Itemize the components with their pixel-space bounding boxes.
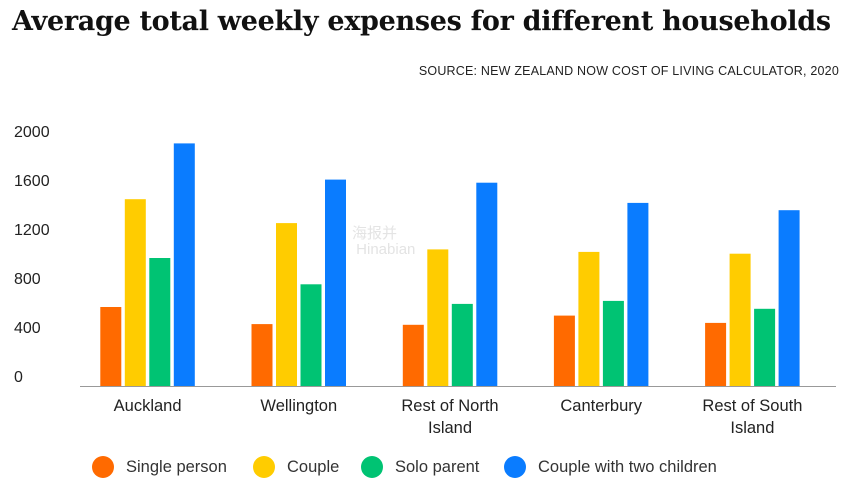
x-category-label: Island (730, 419, 774, 437)
y-tick-label: 800 (14, 271, 41, 288)
legend-item: Single person (92, 456, 227, 478)
y-tick-label: 1600 (14, 173, 50, 190)
bar-couple (427, 249, 449, 386)
legend-swatch (504, 456, 526, 478)
legend-swatch (361, 456, 383, 478)
y-tick-label: 0 (14, 369, 23, 386)
bar-chart: 0 400 800 1200 1600 2000 Auckland Wellington Res… (14, 124, 836, 437)
x-category-label: Island (428, 419, 472, 437)
bar-couple (276, 223, 297, 386)
x-category-label: Rest of South (702, 397, 802, 415)
chart-title: Average total weekly expenses for differ… (12, 6, 831, 37)
bar-couple (124, 199, 146, 386)
bar-solo-parent (300, 284, 322, 386)
legend-item: Couple with two children (504, 456, 717, 478)
x-category-label: Rest of North (401, 397, 498, 415)
bar-couple (578, 251, 600, 386)
bar-couple-with-two-children (627, 202, 649, 386)
x-category-label: Auckland (114, 397, 182, 415)
legend-label: Solo parent (395, 457, 480, 476)
bar-solo-parent (602, 300, 624, 386)
y-tick-label: 1200 (14, 222, 50, 239)
bar-single-person (402, 324, 424, 387)
legend-label: Couple (287, 457, 340, 476)
bar-couple-with-two-children (173, 143, 195, 386)
bar-single-person (100, 307, 122, 386)
bar-single-person (553, 315, 575, 386)
bar-solo-parent (451, 303, 473, 386)
x-category-label: Wellington (260, 397, 337, 415)
bar-single-person (705, 322, 727, 386)
chart-legend: Single person Couple Solo parent Couple wit… (0, 456, 853, 486)
legend-swatch (92, 456, 114, 478)
bar-solo-parent (149, 258, 171, 386)
legend-item: Solo parent (361, 456, 479, 478)
source-note: SOURCE: NEW ZEALAND NOW COST OF LIVING C… (418, 64, 839, 78)
bar-couple (729, 253, 751, 386)
legend-label: Couple with two children (538, 457, 717, 476)
bar-single-person (251, 324, 273, 386)
bar-couple-with-two-children (778, 210, 800, 386)
bar-couple-with-two-children (476, 182, 498, 386)
bar-couple-with-two-children (325, 179, 346, 386)
legend-label: Single person (126, 457, 227, 476)
bar-solo-parent (754, 308, 776, 386)
x-category-label: Canterbury (560, 397, 642, 415)
legend-item: Couple (253, 456, 339, 478)
y-tick-label: 400 (14, 320, 41, 337)
legend-swatch (253, 456, 275, 478)
y-tick-label: 2000 (14, 124, 50, 141)
